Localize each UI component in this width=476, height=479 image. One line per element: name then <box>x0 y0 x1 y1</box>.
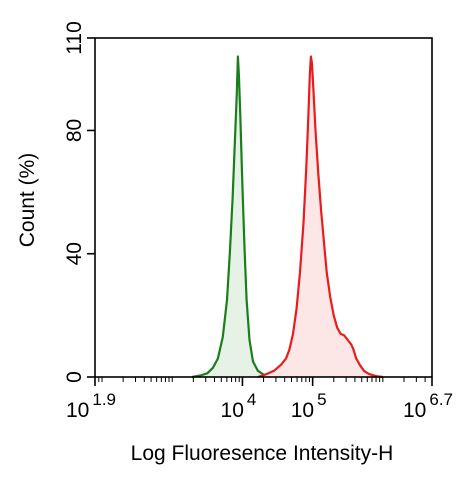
series-2-line <box>257 55 384 379</box>
series-layer <box>191 55 384 379</box>
x-tick-label: 10 5 <box>291 390 327 422</box>
y-axis-label: Count (%) <box>16 153 39 248</box>
series-1-area <box>191 56 271 377</box>
x-tick-label: 10 4 <box>221 390 257 422</box>
plot-border <box>94 37 433 378</box>
series-2-area <box>257 56 383 377</box>
x-tick-label: 10 6.7 <box>403 390 453 422</box>
y-tick-label: 0 <box>63 371 86 383</box>
x-tick-label: 10 1.9 <box>66 390 116 422</box>
y-tick-label: 110 <box>63 21 86 54</box>
series-1-line <box>191 55 271 379</box>
x-axis-ticks: 10 1.9 10 4 10 5 10 6.7 <box>66 377 453 422</box>
y-tick-label: 40 <box>63 242 86 265</box>
y-axis-ticks: 0 40 80 110 <box>63 21 95 383</box>
x-axis-label: Log Fluoresence Intensity-H <box>131 442 394 465</box>
y-tick-label: 80 <box>63 119 86 142</box>
plot-frame <box>94 37 433 378</box>
